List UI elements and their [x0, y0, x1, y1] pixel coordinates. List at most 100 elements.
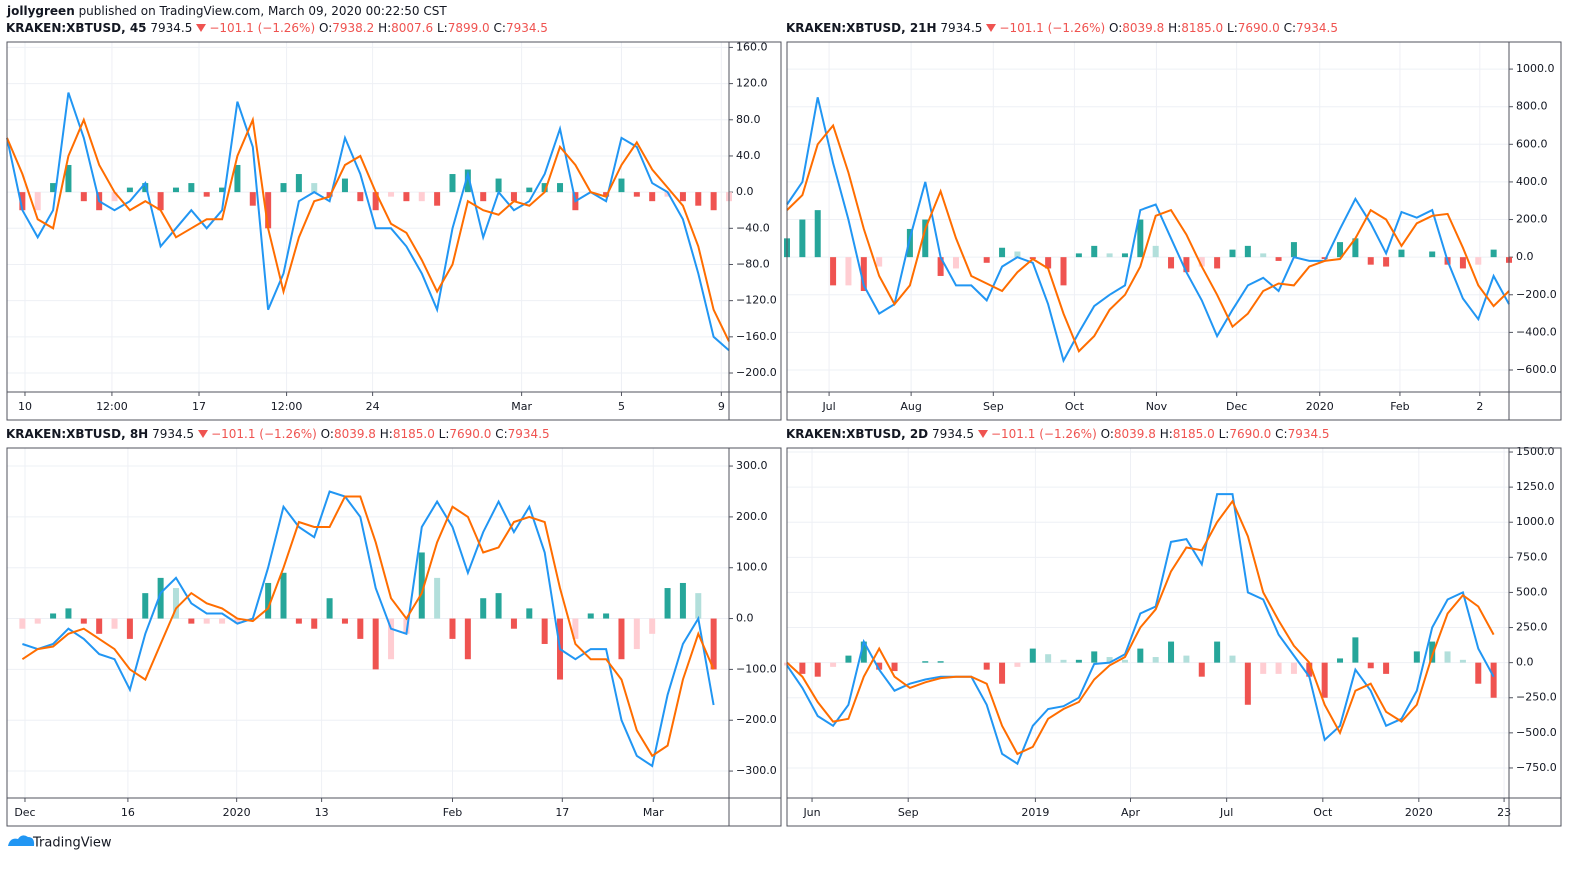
- histogram-bar: [541, 183, 548, 193]
- x-tick-label: 2: [1476, 400, 1483, 413]
- histogram-bar: [1075, 659, 1082, 663]
- ohlc-label: L:: [1227, 21, 1238, 35]
- x-tick-label: Apr: [1121, 806, 1141, 819]
- ohlc-label: H:: [1159, 427, 1173, 441]
- histogram-bar: [418, 192, 425, 202]
- ohlc-value: 7934.5: [1296, 21, 1338, 35]
- histogram-bar: [1275, 257, 1282, 261]
- publish-line: jollygreen published on TradingView.com,…: [7, 4, 447, 18]
- histogram-bar: [357, 192, 364, 202]
- x-tick-label: 16: [121, 806, 135, 819]
- series-line: [6, 116, 730, 342]
- histogram-bar: [1306, 662, 1313, 677]
- histogram-bar: [510, 618, 517, 629]
- histogram-bar: [983, 257, 990, 263]
- histogram-bar: [860, 641, 867, 663]
- histogram-bar: [388, 618, 395, 660]
- author: jollygreen: [7, 4, 75, 18]
- histogram-bar: [876, 257, 883, 267]
- published: published on TradingView.com, March 09, …: [78, 4, 447, 18]
- histogram-bar: [34, 192, 41, 211]
- ohlc-label: O:: [320, 427, 334, 441]
- x-tick-label: Sep: [983, 400, 1004, 413]
- histogram-bar: [830, 257, 837, 286]
- histogram-bar: [157, 577, 164, 619]
- histogram-bar: [19, 618, 26, 629]
- x-tick-label: Oct: [1313, 806, 1333, 819]
- histogram-bar: [188, 183, 195, 193]
- histogram-bar: [464, 618, 471, 660]
- histogram-bar: [234, 164, 241, 193]
- histogram-bar: [1490, 662, 1497, 698]
- histogram-bar: [649, 618, 656, 634]
- change: −101.1 (−1.26%): [211, 427, 317, 441]
- histogram-bar: [1337, 242, 1344, 258]
- ohlc-label: H:: [1168, 21, 1182, 35]
- histogram-bar: [1029, 648, 1036, 663]
- histogram-bar: [572, 618, 579, 639]
- x-tick-label: 17: [555, 806, 569, 819]
- x-tick-label: Sep: [898, 806, 919, 819]
- y-tick-label: 1000.0: [1516, 62, 1555, 75]
- histogram-bar: [126, 618, 133, 639]
- chart-header: KRAKEN:XBTUSD, 2D 7934.5 −101.1 (−1.26%) …: [786, 427, 1330, 441]
- x-tick-label: 13: [315, 806, 329, 819]
- histogram-bar: [679, 192, 686, 202]
- y-tick-label: −120.0: [736, 294, 777, 307]
- x-tick-label: Jul: [821, 400, 835, 413]
- histogram-bar: [434, 577, 441, 619]
- y-tick-label: −600.0: [1516, 363, 1557, 376]
- histogram-bar: [280, 572, 287, 619]
- panel: 300.0 200.0 100.0 0.0 −100.0 −200.0 −300.0 Dec 1…: [6, 447, 782, 827]
- ohlc-value: 8039.8: [1113, 427, 1156, 441]
- histogram-bar: [845, 655, 852, 663]
- last-price: 7934.5: [931, 427, 974, 441]
- histogram-bar: [799, 662, 806, 674]
- ohlc-label: H:: [378, 21, 392, 35]
- down-arrow: [196, 24, 207, 32]
- x-tick-label: Mar: [643, 806, 664, 819]
- histogram-bar: [249, 192, 256, 206]
- y-tick-label: 500.0: [1516, 585, 1548, 598]
- histogram-bar: [1490, 249, 1497, 258]
- change: −101.1 (−1.26%): [990, 427, 1097, 441]
- y-tick-label: −160.0: [736, 330, 777, 343]
- histogram-bar: [845, 257, 852, 286]
- series-line: [786, 97, 1510, 364]
- symbol: KRAKEN:XBTUSD, 2D: [786, 427, 929, 441]
- x-tick-label: 12:00: [271, 400, 303, 413]
- x-tick-label: 2020: [1306, 400, 1334, 413]
- histogram-bar: [495, 593, 502, 619]
- histogram-bar: [172, 187, 179, 193]
- x-tick-label: 10: [18, 400, 32, 413]
- y-tick-label: −200.0: [1516, 288, 1557, 301]
- histogram-bar: [876, 662, 883, 670]
- histogram-bar: [480, 598, 487, 619]
- histogram-bar: [1229, 655, 1236, 663]
- histogram-bar: [326, 192, 333, 197]
- histogram-bar: [710, 618, 717, 670]
- histogram-bar: [480, 192, 487, 202]
- chart-header: KRAKEN:XBTUSD, 8H 7934.5 −101.1 (−1.26%) …: [6, 427, 550, 441]
- histogram-bar: [80, 618, 87, 624]
- histogram-bar: [65, 608, 72, 619]
- histogram-bar: [695, 593, 702, 619]
- last-price: 7934.5: [150, 21, 193, 35]
- x-tick-label: 2020: [1405, 806, 1433, 819]
- histogram-bar: [203, 618, 210, 624]
- ohlc-label: L:: [1218, 427, 1230, 441]
- y-tick-label: −400.0: [1516, 325, 1557, 338]
- histogram-bar: [983, 662, 990, 670]
- histogram-bar: [1383, 257, 1390, 267]
- histogram-bar: [1275, 662, 1282, 674]
- histogram-bar: [50, 613, 57, 619]
- histogram-bar: [1429, 251, 1436, 258]
- ohlc-label: C:: [493, 21, 506, 35]
- y-tick-label: 0.0: [1516, 656, 1534, 669]
- x-tick-label: Jun: [802, 806, 820, 819]
- histogram-bar: [618, 178, 625, 193]
- histogram-bar: [341, 618, 348, 624]
- down-arrow: [986, 24, 997, 32]
